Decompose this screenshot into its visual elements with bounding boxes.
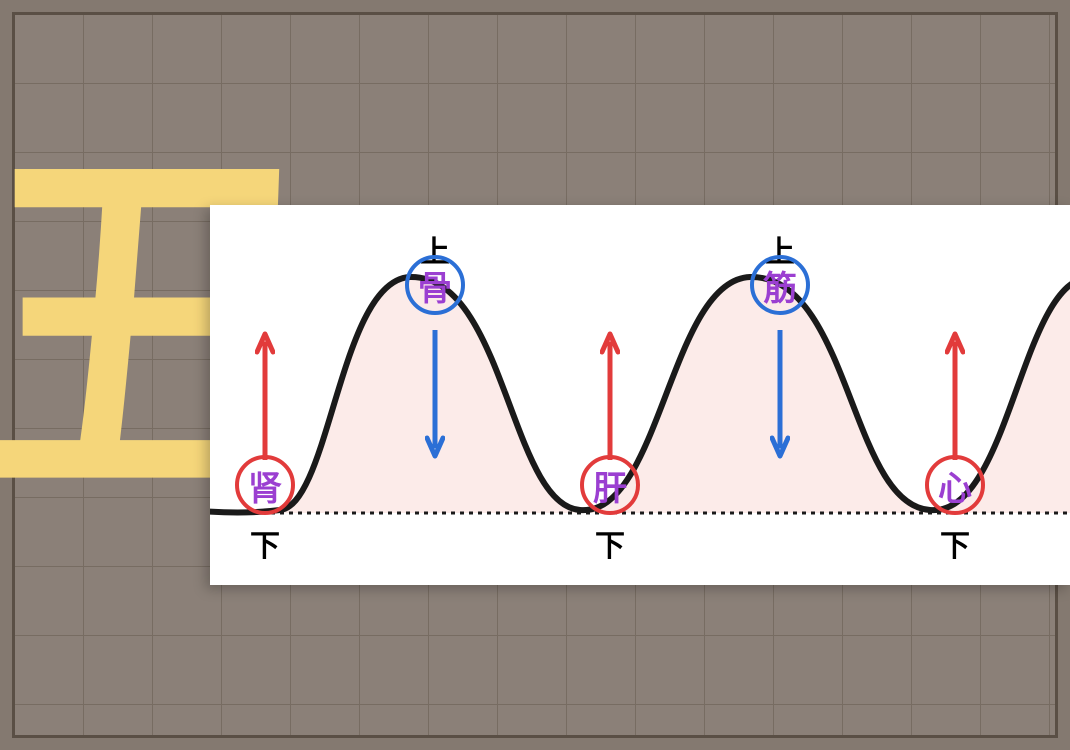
bottom-label: 下 bbox=[250, 521, 280, 565]
down-arrow bbox=[425, 330, 445, 460]
bottom-label: 下 bbox=[940, 521, 970, 565]
up-arrow bbox=[600, 330, 620, 460]
organ-node-label: 骨 bbox=[418, 261, 452, 310]
wave-diagram-panel: 上上下下下 肾骨肝筋心 bbox=[210, 205, 1070, 585]
organ-node-label: 心 bbox=[938, 461, 972, 510]
organ-node: 筋 bbox=[750, 255, 810, 315]
organ-node-label: 肝 bbox=[593, 461, 627, 510]
down-arrow bbox=[770, 330, 790, 460]
organ-node-label: 筋 bbox=[763, 261, 797, 310]
organ-node: 肾 bbox=[235, 455, 295, 515]
up-arrow bbox=[255, 330, 275, 460]
up-arrow bbox=[945, 330, 965, 460]
bottom-label: 下 bbox=[595, 521, 625, 565]
organ-node-label: 肾 bbox=[248, 461, 282, 510]
organ-node: 心 bbox=[925, 455, 985, 515]
page-background: 丑 上上下下下 肾骨肝筋心 bbox=[0, 0, 1070, 750]
organ-node: 骨 bbox=[405, 255, 465, 315]
organ-node: 肝 bbox=[580, 455, 640, 515]
